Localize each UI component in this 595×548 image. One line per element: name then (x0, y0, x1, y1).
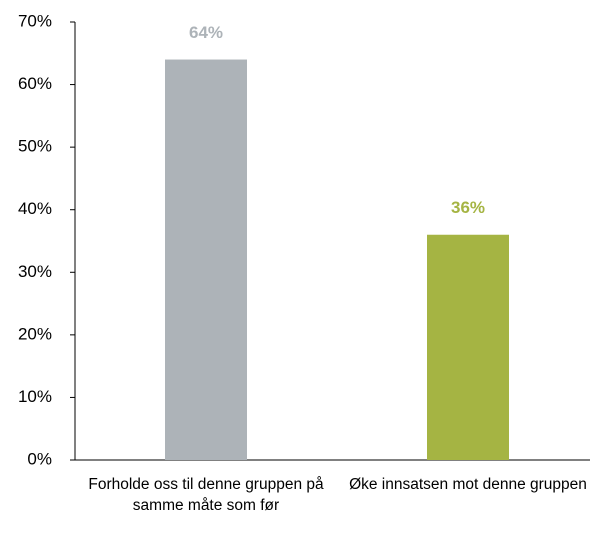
y-tick-label: 20% (18, 324, 52, 343)
data-label: 36% (451, 198, 485, 217)
x-tick-label: Øke innsatsen mot denne gruppen (349, 476, 587, 493)
data-label: 64% (189, 23, 223, 42)
y-tick-label: 0% (27, 449, 52, 468)
bar (165, 59, 247, 461)
y-tick-label: 10% (18, 387, 52, 406)
y-tick-label: 30% (18, 262, 52, 281)
x-tick-label: Forholde oss til denne gruppen på samme … (88, 476, 324, 514)
y-tick-label: 50% (18, 137, 52, 156)
bar (427, 234, 509, 460)
y-tick-label: 60% (18, 74, 52, 93)
y-tick-label: 70% (18, 11, 52, 30)
y-tick-label: 40% (18, 199, 52, 218)
